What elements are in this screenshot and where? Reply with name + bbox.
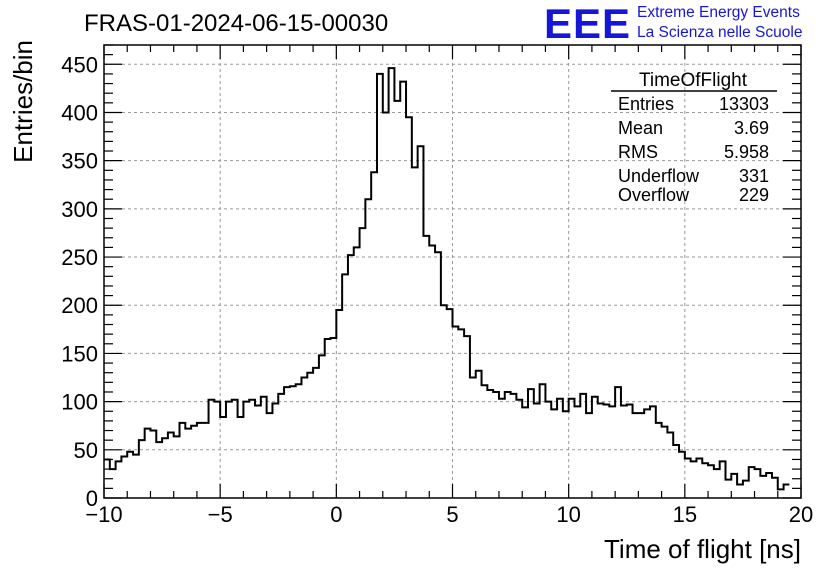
y-tick-label: 50 [74,438,98,463]
eee-logo: EEE [544,0,632,47]
stats-value-mean: 3.69 [734,118,769,138]
x-tick-label: 5 [446,502,458,527]
logo-subtitle-line1: Extreme Energy Events [637,4,800,21]
y-tick-label: 400 [61,100,98,125]
x-tick-labels: −10 −5 0 5 10 15 20 [85,502,813,527]
logo-subtitle-line2: La Scienza nelle Scuole [637,24,803,41]
histogram-series-line [104,67,790,491]
stats-label-entries: Entries [618,94,674,114]
axis-ticks [103,44,802,499]
x-tick-label: 15 [673,502,697,527]
stats-value-rms: 5.958 [724,142,769,162]
stats-value-entries: 13303 [719,94,769,114]
stats-label-underflow: Underflow [618,166,700,186]
plot-frame [103,44,802,499]
x-tick-label: 20 [789,502,813,527]
y-tick-label: 100 [61,390,98,415]
y-tick-label: 150 [61,341,98,366]
stats-title: TimeOfFlight [639,70,748,91]
grid-lines [104,45,801,498]
stats-box: TimeOfFlight Entries 13303 Mean 3.69 RMS… [611,70,777,205]
stats-label-overflow: Overflow [618,185,690,205]
y-tick-label: 200 [61,293,98,318]
y-tick-label: 350 [61,149,98,174]
stats-label-rms: RMS [618,142,658,162]
y-tick-labels: 0 50 100 150 200 250 300 350 400 450 [61,52,98,511]
x-axis-label: Time of flight [ns] [604,534,801,564]
stats-value-overflow: 229 [739,185,769,205]
x-tick-label: −5 [208,502,233,527]
y-tick-label: 300 [61,197,98,222]
y-tick-label: 450 [61,52,98,77]
x-tick-label: −10 [85,502,122,527]
y-axis-label: Entries/bin [8,40,38,163]
plot-title: FRAS-01-2024-06-15-00030 [84,10,389,37]
stats-value-underflow: 331 [739,166,769,186]
y-tick-label: 250 [61,245,98,270]
x-tick-label: 10 [556,502,580,527]
stats-label-mean: Mean [618,118,663,138]
y-tick-label: 0 [86,486,98,511]
x-tick-label: 0 [330,502,342,527]
